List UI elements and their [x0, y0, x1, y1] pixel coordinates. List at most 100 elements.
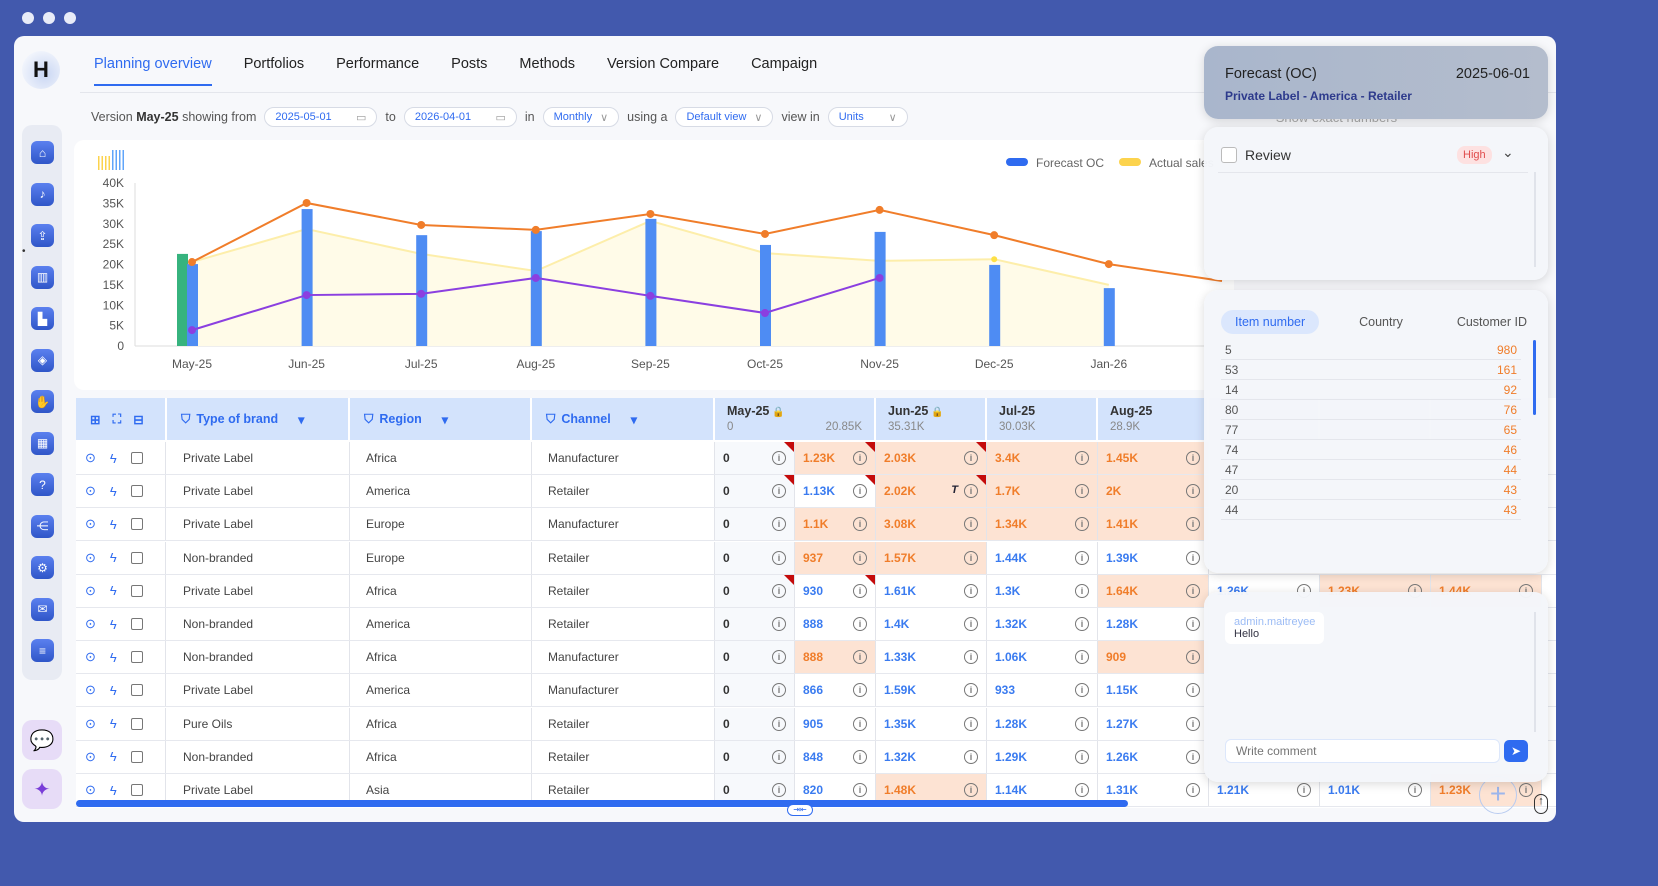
- value-cell[interactable]: 866 i: [795, 674, 876, 707]
- info-icon[interactable]: i: [772, 617, 786, 631]
- info-icon[interactable]: i: [1408, 783, 1422, 797]
- tab-methods[interactable]: Methods: [519, 56, 576, 72]
- sidebar-item-factory[interactable]: ▙: [31, 307, 54, 330]
- chat-button[interactable]: 💬: [22, 720, 62, 760]
- info-icon[interactable]: i: [964, 583, 978, 598]
- info-icon[interactable]: i: [1186, 583, 1200, 598]
- window-dot[interactable]: [43, 12, 55, 24]
- sidebar-item-layers[interactable]: ≡: [31, 639, 54, 662]
- tab-version-compare[interactable]: Version Compare: [607, 56, 720, 72]
- column-header-channel[interactable]: ⛉ Channel ▾: [532, 398, 715, 440]
- sidebar-item-hierarchy[interactable]: ⋲: [31, 514, 54, 538]
- value-cell[interactable]: 1.28K i: [987, 707, 1098, 740]
- sort-dropdown-icon[interactable]: ▾: [630, 412, 637, 427]
- info-icon[interactable]: i: [772, 550, 786, 565]
- tab-campaign[interactable]: Campaign: [751, 56, 818, 72]
- value-cell[interactable]: 1.15K i: [1098, 674, 1209, 707]
- row-checkbox[interactable]: [130, 485, 143, 498]
- tab-planning-overview[interactable]: Planning overview: [94, 56, 212, 86]
- expand-row-icon[interactable]: ⊙: [85, 450, 96, 465]
- row-checkbox[interactable]: [130, 618, 143, 630]
- row-checkbox[interactable]: [130, 518, 143, 531]
- info-icon[interactable]: i: [1186, 550, 1200, 565]
- value-cell[interactable]: 1.06K i: [987, 641, 1098, 674]
- info-icon[interactable]: i: [1186, 484, 1200, 499]
- review-checkbox[interactable]: [1221, 147, 1237, 163]
- expand-row-icon[interactable]: ⊙: [85, 715, 96, 731]
- value-cell[interactable]: 1.14K i: [987, 774, 1098, 806]
- row-checkbox[interactable]: [130, 750, 143, 763]
- value-cell[interactable]: 1.23K i: [795, 442, 876, 474]
- info-icon[interactable]: i: [853, 484, 867, 499]
- info-icon[interactable]: i: [1186, 617, 1200, 631]
- info-icon[interactable]: i: [772, 583, 786, 598]
- row-checkbox[interactable]: [130, 651, 143, 664]
- sidebar-item-user-upload[interactable]: ⇪: [31, 224, 54, 247]
- info-icon[interactable]: i: [1297, 783, 1311, 797]
- scrollbar[interactable]: [1533, 340, 1536, 415]
- list-item[interactable]: 20 43: [1221, 480, 1521, 500]
- value-cell[interactable]: 1.26K i: [1098, 740, 1209, 773]
- window-dot[interactable]: [64, 12, 76, 24]
- filter-icon[interactable]: ⛉: [364, 411, 374, 426]
- info-icon[interactable]: i: [964, 517, 978, 532]
- send-button[interactable]: ➤: [1504, 740, 1528, 762]
- value-cell[interactable]: 1.45K i: [1098, 442, 1209, 474]
- info-icon[interactable]: i: [1519, 783, 1533, 797]
- row-checkbox[interactable]: [130, 452, 143, 464]
- value-cell[interactable]: 2.03K i: [876, 442, 987, 474]
- bolt-icon[interactable]: ϟ: [109, 583, 117, 599]
- value-cell[interactable]: 1.27K i: [1098, 707, 1209, 740]
- info-icon[interactable]: i: [853, 716, 867, 731]
- info-icon[interactable]: i: [772, 683, 786, 698]
- bolt-icon[interactable]: ϟ: [109, 616, 117, 632]
- expand-row-icon[interactable]: ⊙: [85, 649, 96, 665]
- sidebar-item-bar-chart[interactable]: ▥: [31, 265, 54, 289]
- value-cell[interactable]: 1.28K i: [1098, 608, 1209, 640]
- expand-row-icon[interactable]: ⊙: [85, 582, 96, 598]
- chevron-down-icon[interactable]: ⌄: [1502, 144, 1514, 160]
- horizontal-scrollbar[interactable]: [76, 800, 1128, 807]
- info-icon[interactable]: i: [1075, 451, 1089, 465]
- lock-icon[interactable]: 🔒: [769, 407, 785, 418]
- value-cell[interactable]: 848 i: [795, 740, 876, 773]
- value-cell[interactable]: 1.32K i: [987, 608, 1098, 640]
- info-icon[interactable]: i: [964, 683, 978, 698]
- list-item[interactable]: 53 161: [1221, 360, 1521, 380]
- info-icon[interactable]: i: [772, 783, 786, 797]
- filter-icon[interactable]: ⛉: [546, 411, 556, 426]
- ai-assistant-button[interactable]: ✦: [22, 769, 62, 809]
- bolt-icon[interactable]: ϟ: [109, 682, 117, 698]
- bolt-icon[interactable]: ϟ: [109, 483, 117, 499]
- info-icon[interactable]: i: [1186, 783, 1200, 797]
- info-icon[interactable]: i: [853, 583, 867, 598]
- value-cell[interactable]: 1.21K i: [1209, 774, 1320, 806]
- info-icon[interactable]: i: [1186, 683, 1200, 698]
- info-icon[interactable]: i: [1075, 650, 1089, 665]
- info-icon[interactable]: i: [772, 451, 786, 465]
- list-item[interactable]: 80 76: [1221, 400, 1521, 420]
- row-checkbox[interactable]: [130, 551, 143, 564]
- value-cell[interactable]: 1.29K i: [987, 740, 1098, 773]
- info-icon[interactable]: i: [1075, 617, 1089, 631]
- window-dot[interactable]: [22, 12, 34, 24]
- scrollbar[interactable]: [1534, 612, 1536, 732]
- value-cell[interactable]: 909 i: [1098, 641, 1209, 674]
- value-cell[interactable]: 937 i: [795, 541, 876, 574]
- info-icon[interactable]: i: [853, 517, 867, 532]
- info-icon[interactable]: i: [853, 683, 867, 698]
- value-cell[interactable]: 1.61K i: [876, 574, 987, 607]
- value-cell[interactable]: 888 i: [795, 608, 876, 640]
- to-date-input[interactable]: 2026-04-01 ▭: [403, 107, 517, 127]
- expand-row-icon[interactable]: ⊙: [85, 616, 96, 631]
- info-icon[interactable]: i: [772, 650, 786, 665]
- lock-icon[interactable]: 🔒: [928, 407, 944, 418]
- expand-row-icon[interactable]: ⊙: [85, 682, 96, 698]
- row-checkbox[interactable]: [130, 684, 143, 697]
- value-cell[interactable]: 1.31K i: [1098, 774, 1209, 806]
- value-cell[interactable]: 1.35K i: [876, 707, 987, 740]
